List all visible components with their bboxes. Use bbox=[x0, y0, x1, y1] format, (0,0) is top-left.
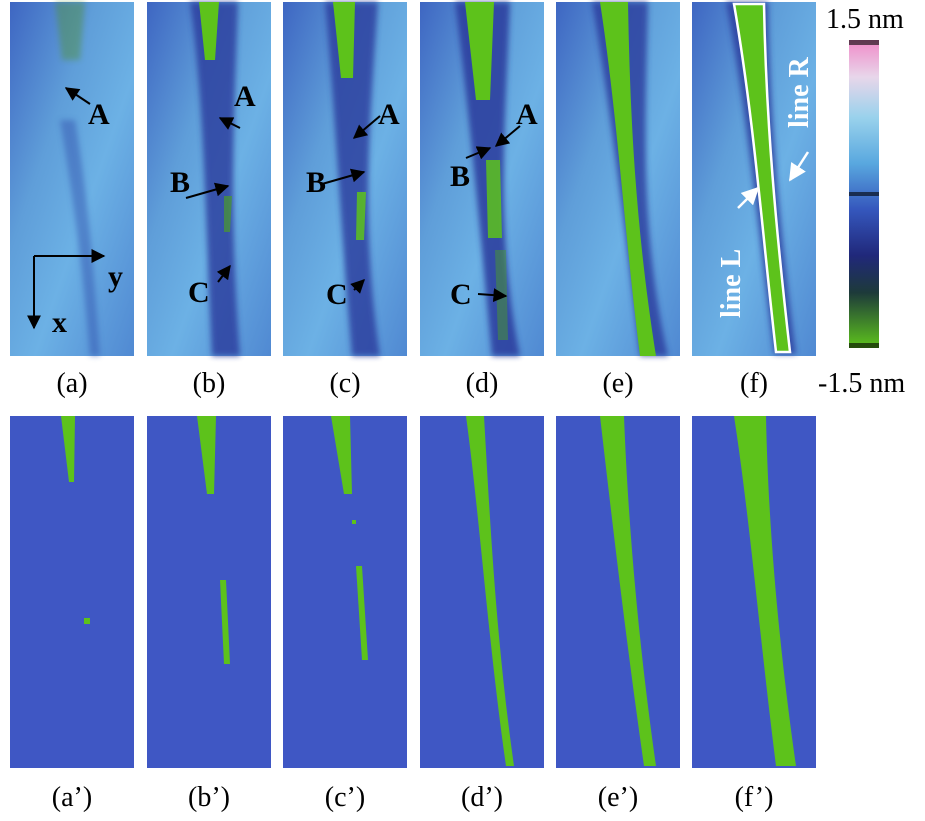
caption-d-prime: (d’) bbox=[461, 782, 503, 813]
line-annotations: line L line R bbox=[716, 56, 815, 318]
panel-b bbox=[147, 2, 271, 356]
line-r-label: line R bbox=[784, 56, 815, 128]
caption-d: (d) bbox=[466, 368, 499, 399]
label-a-panel-c: A bbox=[378, 98, 400, 131]
x-axis-label: x bbox=[52, 306, 67, 339]
mask-panel-e-prime bbox=[556, 416, 680, 768]
mask-panel-a-prime bbox=[10, 416, 134, 768]
label-a-panel-d: A bbox=[516, 98, 538, 131]
caption-b-prime: (b’) bbox=[188, 782, 230, 813]
caption-f-prime: (f’) bbox=[735, 782, 774, 813]
caption-e: (e) bbox=[602, 368, 633, 399]
caption-e-prime: (e’) bbox=[598, 782, 638, 813]
colorbar-max-label: 1.5 nm bbox=[826, 4, 904, 35]
axes-indicator: x y bbox=[27, 249, 123, 339]
mask-panel-c-prime bbox=[283, 416, 407, 768]
mask-panel-d-prime bbox=[420, 416, 544, 768]
colorbar-min-label: -1.5 nm bbox=[818, 368, 905, 399]
line-l-label: line L bbox=[716, 249, 747, 318]
label-c-panel-d: C bbox=[450, 278, 472, 311]
y-axis-label: y bbox=[108, 260, 123, 293]
bottom-captions: (a’) (b’) (c’) (d’) (e’) (f’) bbox=[52, 782, 774, 813]
panel-f bbox=[692, 2, 816, 356]
colorbar: 1.5 nm -1.5 nm bbox=[818, 4, 905, 399]
mask-panel-b-prime bbox=[147, 416, 271, 768]
mask-panel-f-prime bbox=[692, 416, 816, 768]
top-captions: (a) (b) (c) (d) (e) (f) bbox=[56, 368, 768, 399]
ridge-region bbox=[732, 2, 792, 354]
panel-d bbox=[420, 2, 544, 356]
label-a-panel-a: A bbox=[88, 98, 110, 131]
caption-c-prime: (c’) bbox=[325, 782, 365, 813]
label-a-panel-b: A bbox=[234, 80, 256, 113]
caption-a: (a) bbox=[56, 368, 87, 399]
panel-e bbox=[556, 2, 680, 356]
label-b-panel-b: B bbox=[170, 166, 190, 199]
label-c-panel-b: C bbox=[188, 276, 210, 309]
caption-c: (c) bbox=[329, 368, 360, 399]
caption-a-prime: (a’) bbox=[52, 782, 92, 813]
caption-f: (f) bbox=[740, 368, 768, 399]
point-annotations: A A B C A B C A B C bbox=[64, 80, 538, 311]
caption-b: (b) bbox=[193, 368, 226, 399]
panel-a bbox=[10, 2, 134, 356]
label-c-panel-c: C bbox=[326, 278, 348, 311]
label-b-panel-c: B bbox=[306, 166, 326, 199]
label-b-panel-d: B bbox=[450, 160, 470, 193]
